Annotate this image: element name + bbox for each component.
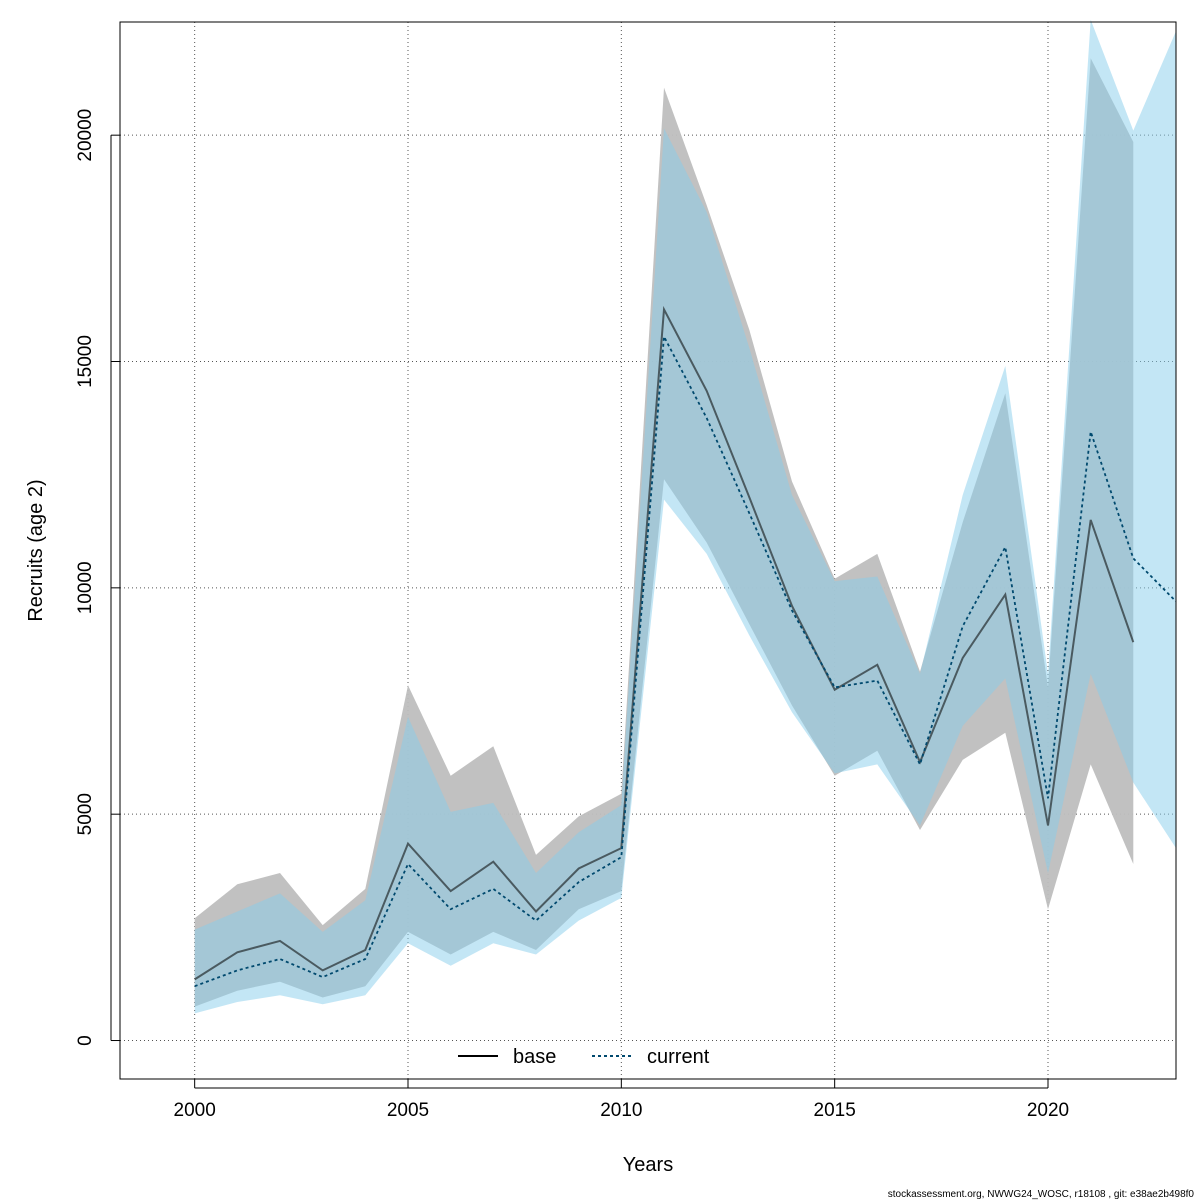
x-tick-label: 2000 [174,1100,216,1121]
data-point-current [877,680,878,681]
data-point-base [322,970,323,971]
y-tick-label: 0 [75,1035,96,1046]
data-point-current [962,626,963,627]
series-line-current [194,333,1177,988]
x-axis: 2000 2005 2010 2015 2020 [174,1079,1069,1121]
confidence-bands [194,19,1176,1014]
data-point-current [279,958,280,959]
data-point-base [237,952,238,953]
data-point-base [450,891,451,892]
series-line-base [194,305,1135,981]
data-point-current [791,610,792,611]
data-point-current [1090,431,1091,432]
data-point-current [237,970,238,971]
plot-frame [119,21,1177,1080]
data-point-base [407,843,408,844]
data-point-base [1047,825,1048,826]
data-point-base [578,868,579,869]
data-point-base [791,605,792,606]
data-point-base [535,911,536,912]
data-point-current [834,687,835,688]
legend-label-base: base [513,1046,556,1068]
data-point-base [1090,519,1091,520]
data-point-current [535,920,536,921]
series-lines [194,305,1177,988]
y-tick-label: 20000 [75,109,96,162]
legend-label-current: current [647,1046,710,1068]
x-tick-label: 2010 [600,1100,642,1121]
data-point-current [706,418,707,419]
data-point-base [194,979,195,980]
y-axis: 0 5000 10000 15000 20000 [75,109,120,1046]
data-point-current [1047,798,1048,799]
footer-text: stockassessment.org, NWWG24_WOSC, r18108… [888,1189,1195,1200]
data-point-base [706,390,707,391]
data-point-base [749,497,750,498]
x-axis-title: Years [623,1154,673,1176]
data-point-current [322,977,323,978]
data-point-current [578,882,579,883]
data-point-current [493,888,494,889]
y-tick-label: 15000 [75,335,96,388]
data-point-current [450,909,451,910]
data-point-current [621,857,622,858]
data-point-base [279,940,280,941]
data-point-base [493,861,494,862]
data-point-base [834,689,835,690]
data-point-base [365,949,366,950]
x-tick-label: 2015 [814,1100,856,1121]
data-point-base [962,657,963,658]
data-point-current [1005,547,1006,548]
x-tick-label: 2005 [387,1100,429,1121]
data-point-current [749,513,750,514]
data-point-base [1133,642,1134,643]
data-point-base [663,309,664,310]
data-point-current [1133,558,1134,559]
data-point-current [194,986,195,987]
data-point-current [365,958,366,959]
data-point-current [919,764,920,765]
data-point-current [663,336,664,337]
data-point-current [407,863,408,864]
y-tick-label: 10000 [75,561,96,614]
y-tick-label: 5000 [75,793,96,835]
legend: base current [458,1046,710,1068]
x-tick-label: 2020 [1027,1100,1069,1121]
confidence-band-current [194,19,1176,1014]
y-axis-title: Recruits (age 2) [25,479,47,621]
data-point-base [1005,594,1006,595]
data-point-base [877,664,878,665]
